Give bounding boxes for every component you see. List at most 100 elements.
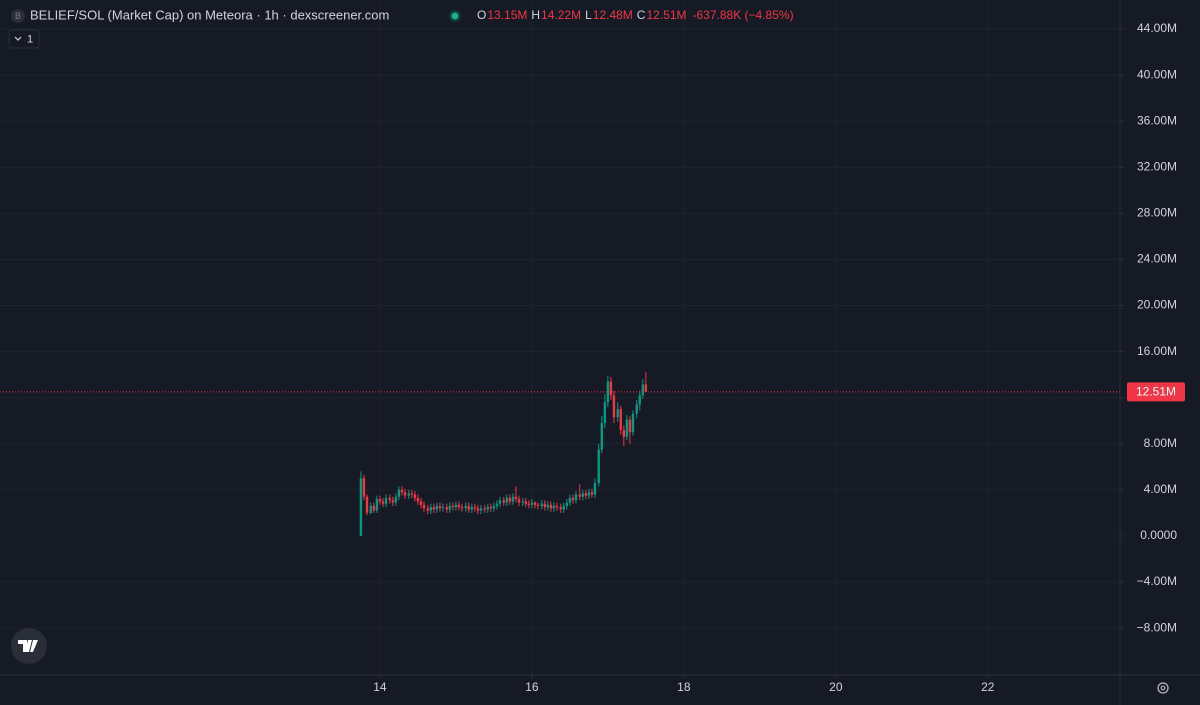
legend-value: 13.15M — [487, 8, 527, 22]
candle-body — [448, 505, 452, 510]
candle-body — [559, 507, 562, 510]
x-tick-label: 18 — [677, 680, 691, 694]
y-tick-label: 40.00M — [1137, 67, 1177, 81]
x-tick-label: 16 — [525, 680, 539, 694]
y-tick-label: 0.0000 — [1140, 528, 1177, 542]
candle-body — [562, 505, 565, 510]
candle-body — [441, 507, 445, 509]
candle-body — [536, 504, 540, 506]
candle-body — [454, 504, 458, 508]
y-tick-label: −4.00M — [1137, 574, 1177, 588]
candle-body — [508, 497, 512, 502]
symbol-icon-letter: B — [15, 11, 21, 21]
candle-body — [552, 505, 556, 509]
ohlc-legend: O 13.15M H 14.22M L 12.48M C 12.51M -637.88K (−4… — [477, 8, 794, 22]
candle-body — [505, 497, 509, 503]
candle-body — [600, 423, 603, 450]
candle-body — [375, 499, 379, 511]
candle-body — [422, 504, 426, 509]
candle-body — [584, 493, 588, 496]
candle-body — [574, 494, 578, 501]
candle-body — [628, 419, 632, 433]
candle-body — [511, 496, 515, 502]
y-tick-label: 36.00M — [1137, 113, 1177, 127]
candles — [359, 372, 648, 536]
candle-body — [549, 504, 553, 509]
candle-body — [590, 492, 594, 495]
candle-body — [432, 507, 436, 510]
candle-body — [612, 395, 616, 418]
candle-body — [464, 505, 467, 509]
candle-body — [359, 478, 363, 536]
legend-change: -637.88K (−4.85%) — [693, 8, 794, 22]
candle-body — [492, 505, 496, 509]
candle-body — [616, 409, 619, 418]
candle-body — [473, 507, 477, 509]
candle-body — [606, 381, 610, 403]
interval-badge: 1 — [27, 33, 33, 45]
candle-body — [451, 505, 455, 508]
candle-body — [631, 413, 635, 433]
y-tick-label: 44.00M — [1137, 21, 1177, 35]
candle-body — [426, 508, 429, 511]
y-tick-label: 20.00M — [1137, 298, 1177, 312]
candle-body — [470, 507, 474, 510]
grid — [0, 0, 1120, 675]
candle-body — [483, 508, 486, 510]
candle-body — [445, 507, 448, 510]
candle-body — [555, 505, 559, 508]
candle-body — [467, 505, 471, 510]
last-price-label: 12.51M — [1136, 384, 1176, 398]
x-tick-label: 20 — [829, 680, 843, 694]
y-tick-label: 16.00M — [1137, 344, 1177, 358]
y-tick-label: 28.00M — [1137, 206, 1177, 220]
candle-body — [435, 505, 439, 510]
last-price-box — [1127, 382, 1185, 402]
legend-value: 12.48M — [593, 8, 633, 22]
candle-body — [381, 501, 385, 504]
y-tick-label: −8.00M — [1137, 620, 1177, 634]
candle-body — [603, 402, 607, 424]
y-tick-label: 8.00M — [1144, 436, 1177, 450]
settings-icon-core — [1160, 685, 1166, 691]
candle-body — [369, 505, 373, 513]
candle-body — [581, 493, 584, 497]
candle-body — [517, 499, 521, 503]
legend-key: H — [531, 8, 540, 22]
candle-body — [410, 493, 414, 495]
candle-body — [498, 500, 502, 504]
candle-body — [530, 502, 534, 505]
candle-body — [625, 419, 629, 437]
candle-body — [419, 501, 423, 505]
candle-body — [400, 489, 404, 493]
candle-body — [438, 505, 442, 509]
candle-body — [416, 497, 420, 502]
candle-body — [527, 503, 531, 505]
settings-icon[interactable] — [1157, 682, 1169, 694]
candle-body — [565, 502, 569, 506]
candle-body — [568, 497, 572, 503]
candle-body — [372, 505, 376, 511]
candle-body — [641, 384, 645, 396]
candle-body — [457, 504, 461, 508]
candle-body — [622, 429, 626, 437]
candle-body — [460, 507, 464, 509]
candle-body — [365, 496, 369, 513]
candle-body — [593, 482, 597, 495]
interval-toggle[interactable] — [8, 29, 40, 49]
chevron-icon — [14, 36, 22, 41]
legend-value: 14.22M — [541, 8, 581, 22]
candle-body — [644, 384, 648, 392]
candle-body — [597, 449, 600, 483]
candle-body — [609, 381, 613, 396]
y-tick-label: 4.00M — [1144, 482, 1177, 496]
symbol-icon — [11, 9, 25, 23]
candle-body — [394, 496, 398, 503]
x-tick-label: 22 — [981, 680, 995, 694]
candle-body — [521, 501, 524, 503]
candle-body — [495, 503, 499, 506]
candle-body — [362, 478, 366, 497]
legend-key: O — [477, 8, 486, 22]
